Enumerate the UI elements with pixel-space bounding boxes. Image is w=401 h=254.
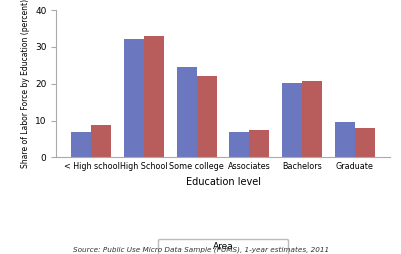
Bar xyxy=(301,81,321,157)
Bar xyxy=(196,76,216,157)
Legend: Metro KY, Metro US: Metro KY, Metro US xyxy=(158,239,287,254)
Bar xyxy=(354,128,374,157)
Bar xyxy=(249,130,269,157)
Bar xyxy=(334,122,354,157)
X-axis label: Education level: Education level xyxy=(185,177,260,187)
Bar xyxy=(144,36,164,157)
Text: Source: Public Use Micro Data Sample (PUMS), 1-year estimates, 2011: Source: Public Use Micro Data Sample (PU… xyxy=(73,246,328,253)
Bar xyxy=(124,39,144,157)
Bar xyxy=(282,83,301,157)
Bar xyxy=(176,67,196,157)
Bar xyxy=(71,132,91,157)
Y-axis label: Share of Labor Force by Education (percent): Share of Labor Force by Education (perce… xyxy=(20,0,29,168)
Bar xyxy=(91,125,111,157)
Bar xyxy=(229,132,249,157)
